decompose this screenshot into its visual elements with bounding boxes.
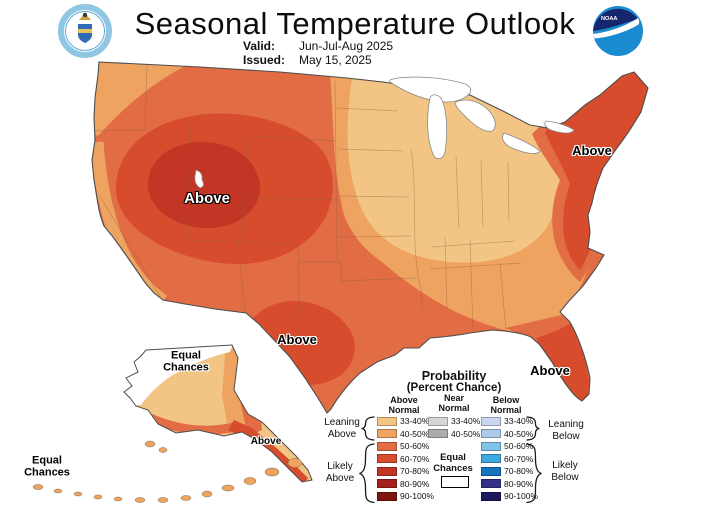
legend-group-likely-below: Likely Below (551, 460, 579, 483)
map-label-above-northeast: Above (572, 143, 612, 159)
legend-above-column: 33-40% 40-50% 50-60% 60-70% 70-80% 80-90% 90-1… (377, 415, 434, 503)
dept-of-commerce-seal-icon (58, 4, 112, 58)
legend-swatch (481, 479, 501, 489)
brace-likely-below (526, 443, 542, 504)
legend-percent-label: 60-70% (400, 453, 430, 464)
conus-outline (91, 61, 649, 414)
legend-swatch (481, 441, 501, 451)
great-lakes (194, 76, 575, 189)
legend-row: 70-80% (377, 465, 434, 478)
legend-column-near-normal: Near Normal (438, 393, 470, 414)
brace-likely-above (359, 443, 375, 504)
great-salt-lake (194, 169, 204, 189)
issued-label: Issued: (243, 52, 286, 67)
region-likely-above-florida (536, 322, 589, 401)
legend-swatch (377, 416, 397, 426)
legend-row: 33-40% (481, 415, 538, 428)
legend-row: 33-40% (377, 415, 434, 428)
legend-swatch (481, 429, 501, 439)
legend-percent-label: 40-50% (504, 428, 534, 439)
legend-row: 60-70% (377, 453, 434, 466)
map-label-equal-chances-alaska: Equal Chances (163, 349, 209, 373)
legend-percent-label: 33-40% (400, 416, 430, 427)
legend-braces (359, 416, 542, 504)
legend-swatch (428, 429, 448, 439)
legend-row: 40-50% (481, 428, 538, 441)
legend-row: 50-60% (481, 440, 538, 453)
legend-row: 70-80% (481, 465, 538, 478)
legend-percent-label: 40-50% (400, 428, 430, 439)
valid-label: Valid: (243, 39, 276, 53)
issuance-info: Valid: Jun-Jul-Aug 2025 Issued: May 15, … (243, 39, 394, 67)
legend-percent-label: 50-60% (400, 441, 430, 452)
legend-row: 90-100% (377, 490, 434, 503)
legend-row: 80-90% (481, 478, 538, 491)
legend-swatch (377, 466, 397, 476)
legend-percent-label: 90-100% (504, 491, 539, 502)
legend-row: 90-100% (481, 490, 538, 503)
legend-row: 40-50% (377, 428, 434, 441)
legend-row: 33-40% (428, 415, 480, 428)
legend-row: 60-70% (481, 453, 538, 466)
region-leaning-above-midwest (347, 66, 561, 263)
legend-percent-label: 40-50% (451, 428, 481, 439)
legend-percent-label: 70-80% (504, 466, 534, 477)
legend-row: 80-90% (377, 478, 434, 491)
aleutian-islands (32, 440, 303, 503)
legend-row: 50-60% (377, 440, 434, 453)
legend-percent-label: 60-70% (504, 453, 534, 464)
legend-equal-chances-swatch (441, 476, 469, 488)
legend-group-leaning-below: Leaning Below (548, 419, 584, 442)
legend-percent-label: 50-60% (504, 441, 534, 452)
map-label-above-alaska: Above (250, 435, 282, 447)
legend-swatch (481, 454, 501, 464)
map-label-above-texas: Above (277, 332, 317, 348)
legend-group-likely-above: Likely Above (325, 461, 355, 484)
legend-percent-label: 33-40% (504, 416, 534, 427)
brace-leaning-above (361, 416, 375, 441)
legend-percent-label: 80-90% (400, 478, 430, 489)
legend-swatch (377, 429, 397, 439)
legend-percent-label: 80-90% (504, 478, 534, 489)
legend-near-column: 33-40% 40-50% (428, 415, 480, 440)
noaa-logo-text: NOAA (601, 16, 617, 22)
legend-equal-chances-label: Equal Chances (433, 452, 473, 474)
legend-group-leaning-above: Leaning Above (324, 417, 360, 440)
legend-below-column: 33-40% 40-50% 50-60% 60-70% 70-80% 80-90% 90-1… (481, 415, 538, 503)
legend-swatch (377, 479, 397, 489)
legend-title: Probability (421, 369, 487, 383)
alaska-outline (123, 344, 313, 483)
legend-swatch (481, 416, 501, 426)
state-boundaries (93, 63, 522, 332)
legend-column-below-normal: Below Normal (490, 395, 522, 416)
noaa-logo-icon: NOAA (593, 6, 643, 56)
brace-leaning-below (526, 416, 540, 441)
issued-value: May 15, 2025 (299, 52, 372, 67)
legend-percent-label: 33-40% (451, 416, 481, 427)
map-label-equal-chances-aleutians: Equal Chances (24, 454, 70, 478)
map-label-above-florida: Above (530, 363, 570, 379)
legend-row: 40-50% (428, 428, 480, 441)
legend-swatch (377, 454, 397, 464)
legend-column-above-normal: Above Normal (388, 395, 420, 416)
legend-percent-label: 90-100% (400, 491, 435, 502)
map-label-above-west: Above (184, 190, 230, 208)
legend-percent-label: 70-80% (400, 466, 430, 477)
legend-swatch (428, 416, 448, 426)
legend-swatch (377, 441, 397, 451)
legend-swatch (481, 466, 501, 476)
legend-swatch (377, 491, 397, 501)
legend-subtitle: (Percent Chance) (406, 382, 502, 394)
page-title: Seasonal Temperature Outlook (134, 6, 576, 41)
legend-swatch (481, 491, 501, 501)
valid-value: Jun-Jul-Aug 2025 (299, 39, 394, 53)
